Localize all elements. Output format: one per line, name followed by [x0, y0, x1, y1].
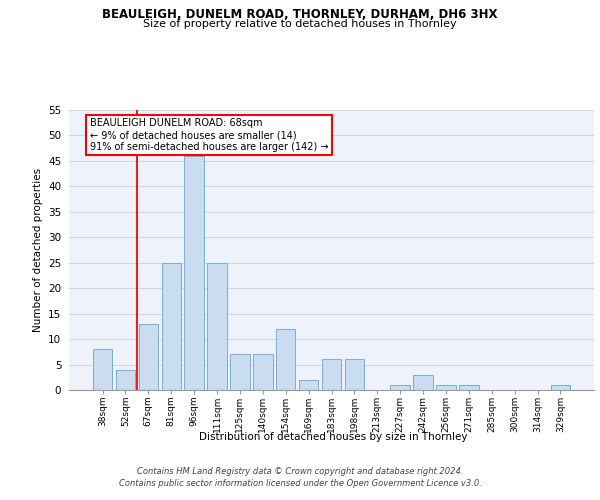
- Bar: [344, 360, 364, 390]
- Bar: [116, 370, 135, 390]
- Y-axis label: Number of detached properties: Number of detached properties: [32, 168, 43, 332]
- Bar: [230, 354, 250, 390]
- Text: Size of property relative to detached houses in Thornley: Size of property relative to detached ho…: [143, 19, 457, 29]
- Bar: [551, 385, 570, 390]
- Text: Contains HM Land Registry data © Crown copyright and database right 2024.
Contai: Contains HM Land Registry data © Crown c…: [119, 466, 481, 487]
- Bar: [93, 350, 112, 390]
- Bar: [413, 374, 433, 390]
- Bar: [322, 360, 341, 390]
- Bar: [436, 385, 455, 390]
- Bar: [459, 385, 479, 390]
- Bar: [276, 329, 295, 390]
- Bar: [299, 380, 319, 390]
- Bar: [161, 262, 181, 390]
- Text: Distribution of detached houses by size in Thornley: Distribution of detached houses by size …: [199, 432, 467, 442]
- Text: BEAULEIGH, DUNELM ROAD, THORNLEY, DURHAM, DH6 3HX: BEAULEIGH, DUNELM ROAD, THORNLEY, DURHAM…: [102, 8, 498, 20]
- Bar: [208, 262, 227, 390]
- Bar: [184, 156, 204, 390]
- Bar: [253, 354, 272, 390]
- Bar: [391, 385, 410, 390]
- Bar: [139, 324, 158, 390]
- Text: BEAULEIGH DUNELM ROAD: 68sqm
← 9% of detached houses are smaller (14)
91% of sem: BEAULEIGH DUNELM ROAD: 68sqm ← 9% of det…: [90, 118, 329, 152]
